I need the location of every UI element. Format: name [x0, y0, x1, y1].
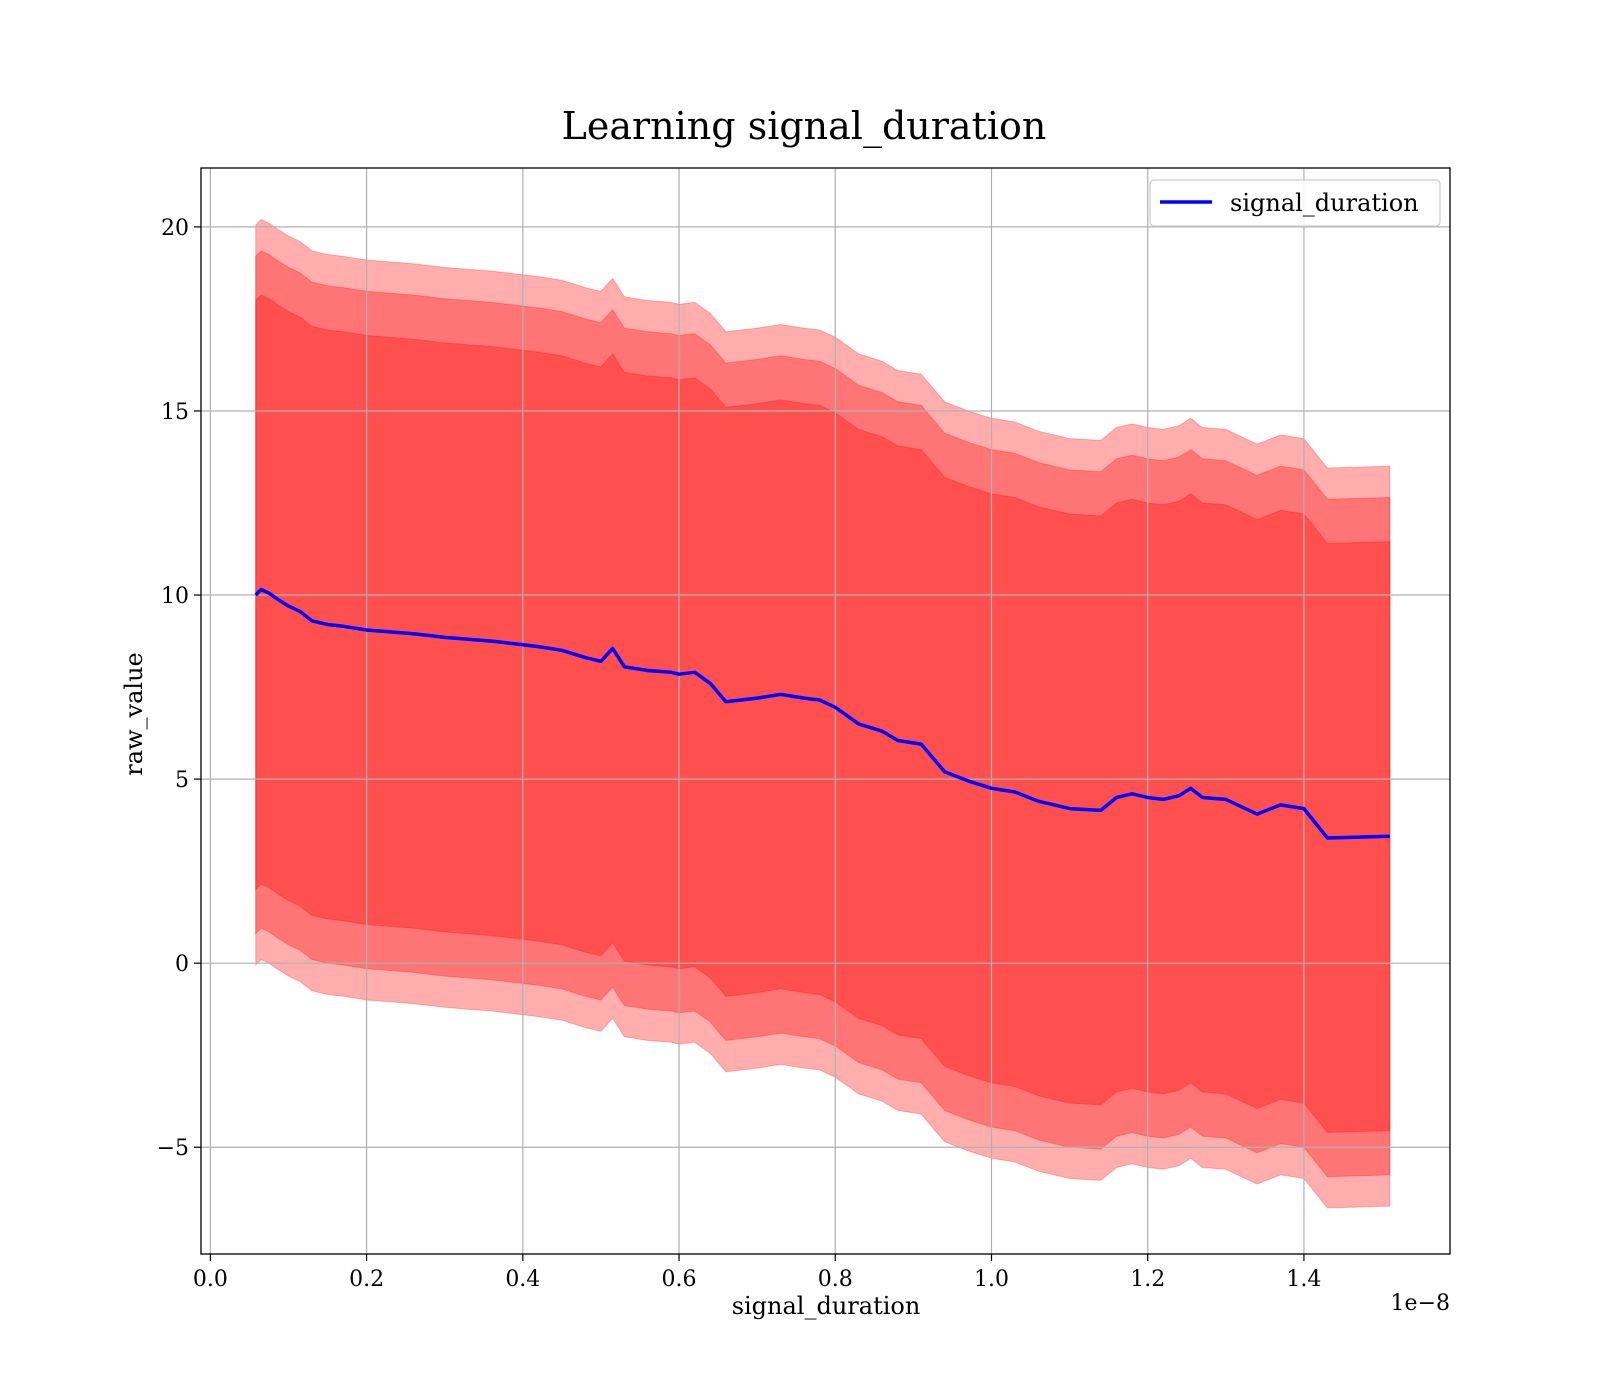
series-line-signal_duration	[254, 587, 1390, 840]
y-tick-label: 15	[161, 400, 189, 425]
x-tick-label: 0.6	[662, 1267, 697, 1292]
x-tick-label: 1.4	[1286, 1267, 1321, 1292]
y-tick-label: 20	[161, 216, 189, 241]
series-line-layer	[254, 587, 1390, 840]
legend: signal_duration	[1149, 179, 1441, 227]
x-tick-label: 0.2	[349, 1267, 384, 1292]
legend-entry-label: signal_duration	[1230, 189, 1419, 217]
chart-title: Learning signal_duration	[562, 104, 1047, 149]
x-tick-label: 0.8	[818, 1267, 853, 1292]
x-tick-label: 0.4	[505, 1267, 540, 1292]
x-tick-label: 0.0	[193, 1267, 228, 1292]
x-tick-label: 1.2	[1130, 1267, 1165, 1292]
y-tick-label: 5	[175, 768, 189, 793]
confidence-bands	[255, 218, 1391, 1209]
x-axis-label: signal_duration	[732, 1292, 921, 1320]
x-tick-label: 1.0	[974, 1267, 1009, 1292]
axis-ticks: 0.0 0.2 0.4 0.6 0.8 1.0 1.2 1.4 −5 0 5 10 15 20	[157, 216, 1322, 1292]
grid	[201, 168, 1450, 1254]
confidence-band-1	[255, 218, 1391, 1209]
confidence-band-2	[255, 250, 1391, 1178]
y-tick-label: −5	[157, 1136, 189, 1161]
confidence-band-3	[255, 294, 1391, 1134]
y-tick-label: 0	[175, 952, 189, 977]
y-tick-label: 10	[161, 584, 189, 609]
y-axis-label: raw_value	[120, 652, 148, 776]
plot-area	[200, 167, 1451, 1255]
plot-frame	[200, 167, 1451, 1255]
x-axis-scale-label: 1e−8	[1391, 1291, 1450, 1316]
legend-box	[1149, 179, 1441, 227]
